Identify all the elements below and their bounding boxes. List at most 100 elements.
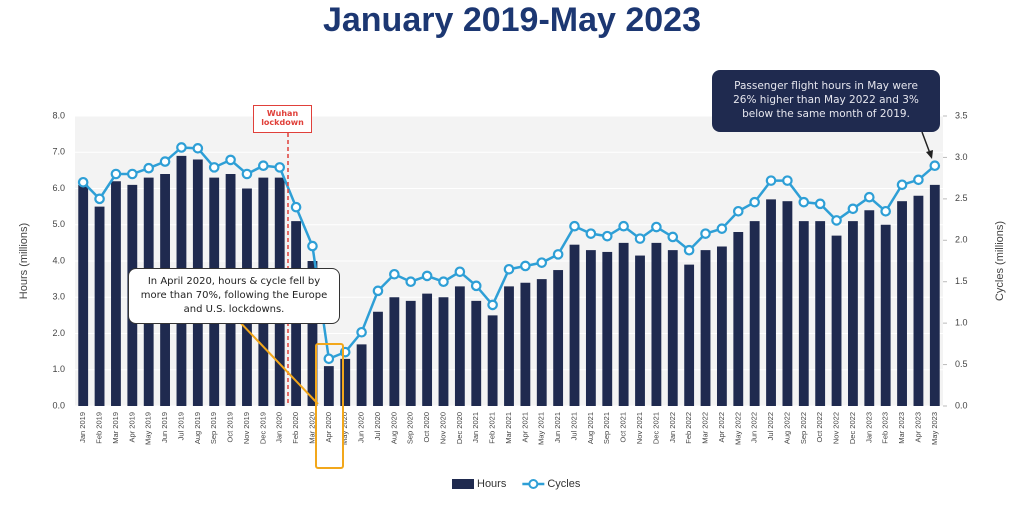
line-point [683, 244, 695, 256]
line-point [831, 215, 842, 226]
y2-tick-label: 2.5 [955, 193, 968, 203]
legend-item: Hours [452, 478, 507, 490]
line-point [569, 220, 580, 232]
bar [569, 244, 580, 406]
line-point [503, 263, 515, 275]
x-tick-label: May 2023 [930, 412, 939, 445]
x-tick-label: May 2022 [733, 412, 742, 445]
line-point [601, 230, 613, 242]
lockdown-annotation: Wuhan lockdown [253, 105, 312, 133]
bar [356, 344, 367, 406]
y-tick-label: 8.0 [52, 110, 65, 120]
line-point [290, 201, 302, 213]
x-tick-label: Jun 2020 [357, 412, 366, 443]
x-tick-label: Aug 2022 [782, 412, 791, 444]
line-point [520, 260, 531, 272]
line-point [389, 268, 400, 280]
line-point [667, 231, 679, 243]
x-tick-label: May 2021 [537, 412, 546, 445]
bar [929, 184, 940, 406]
bar [749, 221, 760, 406]
bar [422, 293, 433, 406]
x-tick-label: Sep 2019 [209, 412, 218, 444]
x-tick-label: Mar 2020 [307, 412, 316, 444]
y2-tick-label: 1.5 [955, 276, 968, 286]
bar [111, 181, 121, 406]
line-point [913, 174, 924, 186]
y-tick-label: 2.0 [52, 328, 65, 338]
y-tick-label: 1.0 [52, 364, 65, 374]
bar [78, 184, 89, 406]
line-point [176, 142, 187, 153]
line-point [765, 175, 777, 186]
x-tick-label: Apr 2020 [324, 412, 333, 442]
x-tick-label: Oct 2020 [422, 412, 431, 442]
line-point [192, 143, 204, 154]
line-point [405, 276, 417, 288]
bar [864, 210, 875, 406]
line-point [143, 162, 154, 174]
y2-tick-label: 3.0 [955, 152, 968, 162]
bar [667, 250, 678, 406]
line-point [782, 175, 793, 186]
bar [913, 195, 924, 406]
x-tick-label: Jul 2022 [766, 412, 775, 440]
y-axis-label: Hours (millions) [18, 223, 30, 299]
bar [438, 297, 449, 406]
x-tick-label: Nov 2022 [832, 412, 841, 444]
y-tick-label: 5.0 [52, 219, 65, 229]
bar [454, 286, 465, 406]
april-annotation: In April 2020, hours & cycle fell by mor… [128, 268, 340, 324]
bar [340, 358, 351, 406]
y2-tick-label: 3.5 [955, 110, 968, 120]
bar [553, 270, 564, 406]
x-tick-label: Dec 2019 [258, 412, 267, 444]
x-tick-label: Dec 2021 [651, 412, 660, 444]
y-tick-label: 3.0 [52, 292, 65, 302]
line-point [372, 285, 384, 297]
x-tick-label: Nov 2019 [242, 412, 251, 444]
line-point [618, 220, 629, 232]
bar [487, 315, 498, 406]
line-point [159, 156, 171, 167]
line-point [94, 193, 105, 205]
chart-title: January 2019-May 2023 [323, 1, 701, 39]
legend-label: Cycles [547, 478, 581, 490]
x-tick-label: Feb 2022 [684, 412, 693, 444]
bar [585, 250, 596, 406]
x-tick-label: May 2020 [340, 412, 349, 445]
may-annotation: Passenger flight hours in May were 26% h… [712, 70, 940, 132]
y-tick-label: 7.0 [52, 147, 65, 157]
line-point [749, 196, 760, 208]
x-tick-label: Jan 2021 [471, 412, 480, 443]
line-point [208, 162, 220, 173]
x-tick-label: Apr 2021 [520, 412, 529, 442]
bar [684, 264, 695, 406]
line-point [536, 257, 548, 268]
legend-item: Cycles [522, 478, 581, 490]
bar [389, 297, 400, 406]
bar [94, 206, 105, 406]
x-tick-label: Jan 2019 [78, 412, 87, 443]
x-tick-label: Oct 2019 [226, 412, 235, 442]
x-tick-label: Apr 2022 [717, 412, 726, 442]
x-tick-label: Dec 2020 [455, 412, 464, 444]
bar [733, 232, 744, 406]
line-point [651, 221, 662, 233]
y2-tick-label: 0.5 [955, 359, 968, 369]
line-point [438, 276, 449, 288]
bar [405, 300, 416, 406]
bar [700, 250, 711, 406]
x-tick-label: Mar 2019 [111, 412, 120, 444]
bar [880, 224, 891, 406]
x-tick-label: Jan 2023 [864, 412, 873, 443]
line-point [552, 249, 564, 260]
x-tick-label: Aug 2019 [193, 412, 202, 444]
x-tick-label: Jun 2019 [160, 412, 169, 443]
bar [782, 201, 793, 406]
y-tick-label: 6.0 [52, 183, 65, 193]
bar [618, 242, 629, 406]
legend-label: Hours [477, 478, 507, 490]
line-point [110, 168, 122, 180]
line-point [127, 168, 138, 180]
